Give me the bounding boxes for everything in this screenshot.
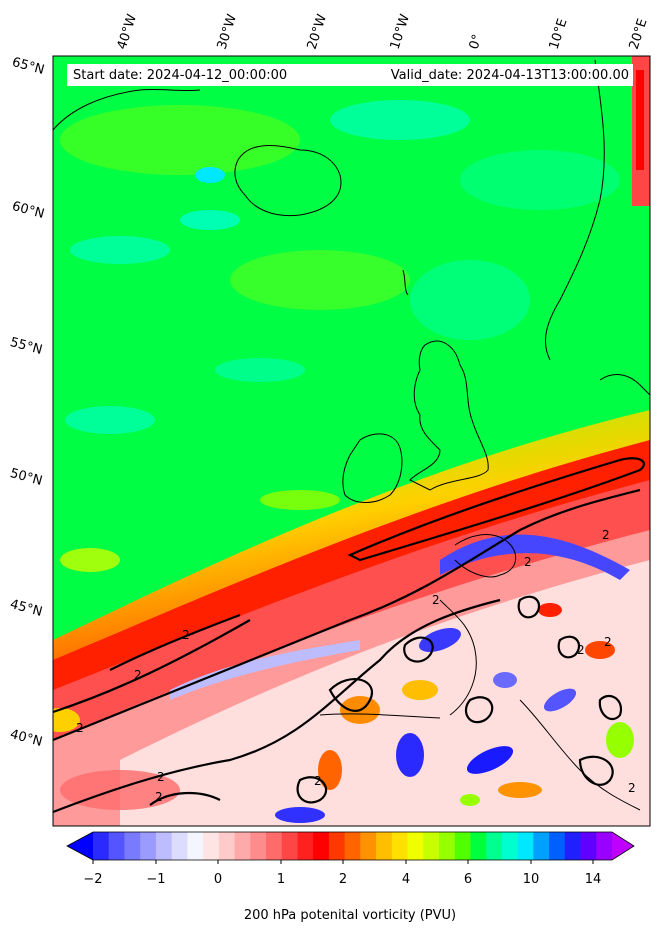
colorbar-segment: [564, 832, 582, 860]
colorbar-segment: [328, 832, 346, 860]
contour-label: 2: [134, 668, 142, 682]
contour-label: 2: [628, 781, 636, 795]
colorbar-segment: [517, 832, 534, 860]
start-date-label: Start date: 2024-04-12_00:00:00: [73, 68, 288, 83]
colorbar-label: 200 hPa potenital vorticity (PVU): [243, 908, 457, 923]
contour-labels: 2 2 2 2 2 2 2 2 2 2 2 2: [76, 528, 636, 804]
map-frame: [52, 55, 651, 827]
colorbar-segment: [155, 832, 173, 860]
colorbar-segment: [266, 832, 283, 860]
colorbar-segment: [391, 832, 409, 860]
colorbar-segment: [344, 832, 361, 860]
contour-label: 2: [577, 643, 585, 657]
colorbar-tick: 0: [213, 872, 223, 887]
colorbar-segment: [501, 832, 519, 860]
colorbar-segment: [376, 832, 393, 860]
colorbar-segment: [360, 832, 377, 860]
colorbar-segment: [108, 832, 125, 860]
colorbar-segment: [423, 832, 440, 860]
pv-contours: [53, 457, 645, 814]
contour-label: 2: [604, 635, 612, 649]
colorbar-segment: [203, 832, 220, 860]
coastlines: [53, 59, 650, 811]
colorbar-segment: [533, 832, 550, 860]
colorbar-segment: [234, 832, 251, 860]
contour-label: 2: [155, 790, 163, 804]
colorbar-segment: [218, 832, 236, 860]
colorbar-tick: 1: [276, 872, 286, 887]
colorbar-segment: [470, 832, 487, 860]
colorbar-tick: 2: [338, 872, 348, 887]
contour-label: 2: [602, 528, 610, 542]
colorbar-segment: [297, 832, 314, 860]
colorbar-tick: 6: [463, 872, 473, 887]
colorbar-segment: [407, 832, 424, 860]
map-header: Start date: 2024-04-12_00:00:00 Valid_da…: [67, 64, 633, 86]
colorbar-tick: −2: [83, 872, 103, 887]
valid-date-label: Valid_date: 2024-04-13T13:00:00.00: [390, 68, 629, 83]
colorbar-segment: [596, 832, 613, 860]
contour-label: 2: [182, 628, 190, 642]
colorbar: [66, 831, 635, 864]
colorbar-segment: [549, 832, 566, 860]
contour-label: 2: [157, 770, 165, 784]
pv-field: [53, 56, 650, 826]
colorbar-segment: [281, 832, 298, 860]
colorbar-tick: −1: [146, 872, 166, 887]
colorbar-tick: 10: [522, 872, 540, 887]
colorbar-segment: [580, 832, 597, 860]
colorbar-segment: [140, 832, 157, 860]
contour-label: 2: [76, 721, 84, 735]
contour-label: 2: [314, 774, 322, 788]
colorbar-tick: 14: [584, 872, 602, 887]
colorbar-tick: 4: [401, 872, 411, 887]
colorbar-extend-max: [612, 832, 634, 860]
colorbar-segment: [313, 832, 330, 860]
colorbar-segment: [454, 832, 471, 860]
colorbar-segment: [250, 832, 267, 860]
colorbar-segment: [124, 832, 141, 860]
colorbar-segment: [187, 832, 204, 860]
colorbar-extend-min: [67, 832, 93, 860]
contour-label: 2: [524, 555, 532, 569]
colorbar-segment: [171, 832, 188, 860]
contour-label: 2: [432, 593, 440, 607]
colorbar-segment: [439, 832, 456, 860]
colorbar-segment: [93, 832, 110, 860]
colorbar-segment: [486, 832, 503, 860]
